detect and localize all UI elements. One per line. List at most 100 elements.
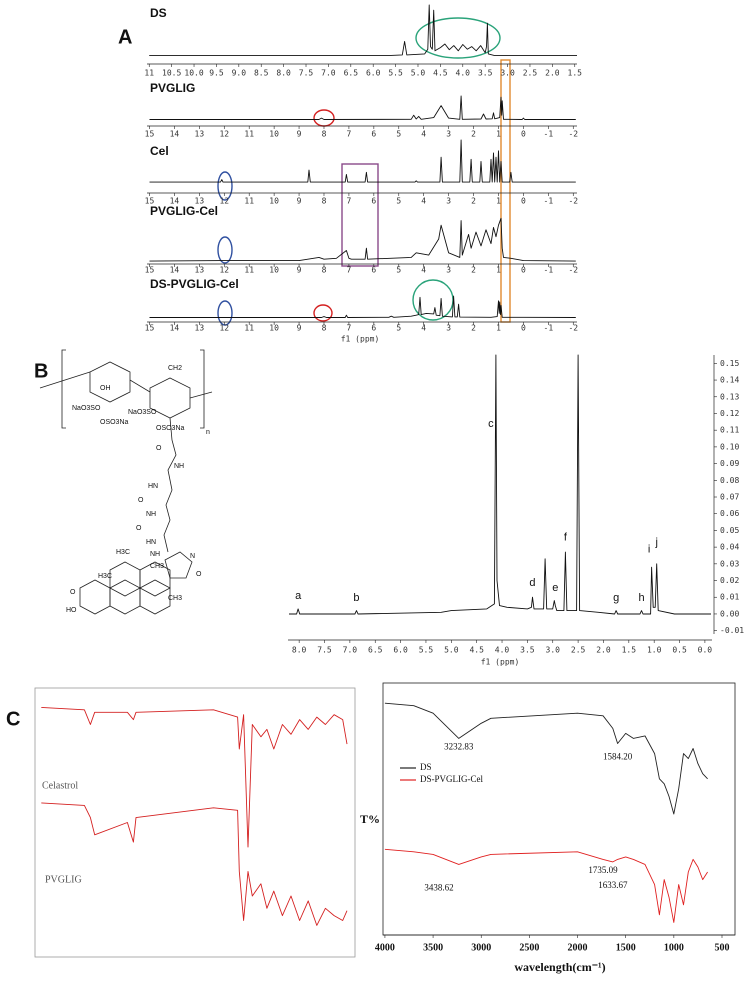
y-tick-label: 0.03 bbox=[720, 559, 739, 568]
y-tick-label: 0.10 bbox=[720, 442, 739, 451]
x-tick-label: 3.5 bbox=[520, 646, 535, 655]
x-tick-label: 2.0 bbox=[545, 69, 560, 78]
x-tick-label: 15 bbox=[145, 324, 155, 333]
x-tick-label: 9 bbox=[297, 266, 302, 275]
x-tick-label: 0 bbox=[521, 324, 526, 333]
x-tick-label: 4.0 bbox=[495, 646, 510, 655]
x-tick-label: 1000 bbox=[664, 942, 684, 953]
structure bbox=[39, 349, 213, 615]
x-tick-label: 5.0 bbox=[411, 69, 426, 78]
y-tick-label: 0.02 bbox=[720, 576, 739, 585]
peak-label: f bbox=[564, 532, 568, 544]
spectrum-line bbox=[149, 95, 576, 120]
x-tick-label: 8 bbox=[322, 197, 327, 206]
x-tick-label: 7 bbox=[346, 324, 351, 333]
y-tick-label: 0.04 bbox=[720, 543, 739, 552]
peak-label: 3438.62 bbox=[424, 883, 453, 893]
y-tick-label: 0.05 bbox=[720, 526, 739, 535]
peak-label: j bbox=[654, 537, 657, 549]
x-tick-label: 14 bbox=[170, 197, 180, 206]
y-tick-label: 0.06 bbox=[720, 509, 739, 518]
x-tick-label: 1.5 bbox=[622, 646, 637, 655]
x-tick-label: 11 bbox=[144, 69, 154, 78]
atom-label: HN bbox=[148, 483, 158, 490]
x-tick-label: -2 bbox=[568, 266, 578, 275]
spectrum-line bbox=[289, 354, 711, 615]
x-tick-label: 1 bbox=[496, 197, 501, 206]
x-tick-label: 11 bbox=[244, 324, 254, 333]
atom-label: CH3 bbox=[150, 563, 164, 570]
x-tick-label: 7.0 bbox=[343, 646, 358, 655]
x-tick-label: 0.5 bbox=[672, 646, 687, 655]
atom-label: NaO3SO bbox=[128, 409, 157, 416]
x-tick-label: -1 bbox=[544, 266, 554, 275]
y-tick-label: 0.15 bbox=[720, 359, 739, 368]
atom-label: OH bbox=[100, 385, 111, 392]
x-tick-label: 12 bbox=[219, 266, 229, 275]
x-tick-label: 3.5 bbox=[478, 69, 493, 78]
x-tick-label: 10.0 bbox=[184, 69, 203, 78]
x-tick-label: 12 bbox=[219, 197, 229, 206]
panel-label: A bbox=[118, 26, 132, 48]
peak-label: 1584.20 bbox=[603, 752, 633, 762]
x-tick-label: 5.5 bbox=[419, 646, 434, 655]
x-tick-label: 2500 bbox=[519, 942, 539, 953]
x-tick-label: 7.0 bbox=[321, 69, 336, 78]
x-tick-label: 0 bbox=[521, 197, 526, 206]
x-tick-label: 1 bbox=[496, 130, 501, 139]
x-tick-label: 4 bbox=[421, 324, 426, 333]
x-tick-label: 7 bbox=[346, 197, 351, 206]
atom-label: O bbox=[196, 571, 202, 578]
atom-label: O bbox=[156, 445, 162, 452]
legend-label: DS bbox=[420, 762, 432, 772]
x-tick-label: 10.5 bbox=[162, 69, 181, 78]
x-tick-label: 9.5 bbox=[209, 69, 224, 78]
x-tick-label: 5 bbox=[396, 324, 401, 333]
x-tick-label: 8 bbox=[322, 324, 327, 333]
x-tick-label: 3.0 bbox=[500, 69, 515, 78]
y-tick-label: 0.00 bbox=[720, 609, 739, 618]
atom-label: NH bbox=[174, 463, 184, 470]
x-tick-label: 6.0 bbox=[366, 69, 381, 78]
atom-label: CH2 bbox=[168, 365, 182, 372]
x-tick-label: 5 bbox=[396, 197, 401, 206]
x-tick-label: 13 bbox=[195, 324, 205, 333]
x-tick-label: 12 bbox=[219, 130, 229, 139]
x-tick-label: 5 bbox=[396, 266, 401, 275]
x-tick-label: 1.0 bbox=[647, 646, 662, 655]
spectrum-line bbox=[149, 217, 576, 262]
x-tick-label: 11 bbox=[244, 197, 254, 206]
x-tick-label: 5.0 bbox=[444, 646, 459, 655]
x-tick-label: 2 bbox=[471, 324, 476, 333]
y-tick-label: 0.07 bbox=[720, 493, 739, 502]
x-tick-label: 6.5 bbox=[368, 646, 383, 655]
x-tick-label: 2.0 bbox=[596, 646, 611, 655]
x-tick-label: 13 bbox=[195, 197, 205, 206]
spectrum-title: DS-PVGLIG-Cel bbox=[150, 277, 239, 291]
atom-label: OSO3Na bbox=[100, 419, 129, 426]
x-tick-label: 8.0 bbox=[292, 646, 307, 655]
atom-label: O bbox=[136, 525, 142, 532]
atom-label: OSO3Na bbox=[156, 425, 185, 432]
x-tick-label: 1500 bbox=[616, 942, 636, 953]
atom-label: HO bbox=[66, 607, 77, 614]
peak-label: e bbox=[552, 582, 558, 594]
x-tick-label: 6.0 bbox=[393, 646, 408, 655]
atom-label: H3C bbox=[116, 549, 130, 556]
atom-label: NH bbox=[150, 551, 160, 558]
x-tick-label: 7.5 bbox=[317, 646, 332, 655]
y-tick-label: 0.11 bbox=[720, 426, 739, 435]
spectrum-line bbox=[149, 295, 576, 318]
x-tick-label: 2.5 bbox=[571, 646, 586, 655]
x-tick-label: 9 bbox=[297, 130, 302, 139]
x-tick-label: 1 bbox=[496, 266, 501, 275]
x-tick-label: 14 bbox=[170, 324, 180, 333]
x-tick-label: 14 bbox=[170, 130, 180, 139]
x-tick-label: 8 bbox=[322, 130, 327, 139]
atom-label: O bbox=[138, 497, 144, 504]
peak-label: 3232.83 bbox=[444, 742, 474, 752]
x-axis-label: f1 (ppm) bbox=[341, 335, 380, 344]
x-tick-label: 3 bbox=[446, 266, 451, 275]
x-tick-label: 500 bbox=[714, 942, 729, 953]
